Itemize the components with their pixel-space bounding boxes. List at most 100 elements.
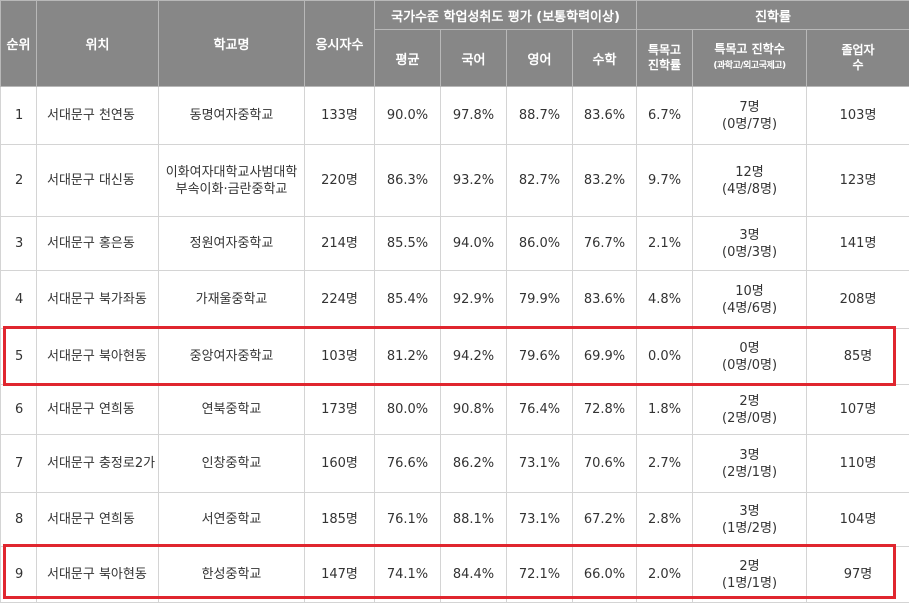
special-count-cell: 2명(2명/0명) [693,385,807,435]
rank-cell: 8 [1,493,37,547]
header-graduates-line1: 졸업자 [841,43,874,57]
special-count-breakdown: (1명/1명) [722,576,777,591]
special-count-cell: 2명(1명/1명) [693,547,807,603]
special-count-breakdown: (4명/6명) [722,301,777,316]
english-cell: 76.4% [507,385,573,435]
school-name-cell: 정원여자중학교 [159,217,305,271]
special-count-breakdown: (1명/2명) [722,521,777,536]
examinees-cell: 224명 [305,271,375,329]
special-rate-cell: 1.8% [637,385,693,435]
rank-cell: 6 [1,385,37,435]
header-special-rate-line1: 특목고 [648,43,681,57]
math-cell: 76.7% [573,217,637,271]
english-cell: 73.1% [507,493,573,547]
location-cell: 서대문구 연희동 [37,493,159,547]
examinees-cell: 147명 [305,547,375,603]
english-cell: 79.9% [507,271,573,329]
korean-cell: 97.8% [441,87,507,145]
special-count-cell: 3명(1명/2명) [693,493,807,547]
special-count-value: 3명 [739,448,759,463]
special-rate-cell: 2.8% [637,493,693,547]
rank-cell: 9 [1,547,37,603]
graduates-cell: 97명 [807,547,909,603]
average-cell: 76.1% [375,493,441,547]
math-cell: 83.6% [573,87,637,145]
average-cell: 80.0% [375,385,441,435]
school-name-cell: 연북중학교 [159,385,305,435]
average-cell: 81.2% [375,329,441,385]
graduates-cell: 103명 [807,87,909,145]
graduates-cell: 104명 [807,493,909,547]
special-rate-cell: 2.0% [637,547,693,603]
korean-cell: 86.2% [441,435,507,493]
special-count-breakdown: (0명/3명) [722,245,777,260]
school-name-cell: 가재울중학교 [159,271,305,329]
header-special-rate-line2: 진학률 [648,58,681,72]
special-count-value: 3명 [739,228,759,243]
special-count-cell: 12명(4명/8명) [693,145,807,217]
examinees-cell: 185명 [305,493,375,547]
graduates-cell: 141명 [807,217,909,271]
examinees-cell: 103명 [305,329,375,385]
table-header: 순위 위치 학교명 응시자수 국가수준 학업성취도 평가 (보통학력이상) 진학… [1,1,909,87]
special-count-cell: 3명 (0명/3명) [693,217,807,271]
examinees-cell: 214명 [305,217,375,271]
special-count-value: 0명 [739,341,759,356]
graduates-cell: 110명 [807,435,909,493]
english-cell: 73.1% [507,435,573,493]
average-cell: 74.1% [375,547,441,603]
examinees-cell: 133명 [305,87,375,145]
header-graduates-line2: 수 [853,58,864,72]
rank-cell: 2 [1,145,37,217]
average-cell: 86.3% [375,145,441,217]
math-cell: 83.6% [573,271,637,329]
special-count-breakdown: (2명/0명) [722,411,777,426]
examinees-cell: 160명 [305,435,375,493]
math-cell: 83.2% [573,145,637,217]
special-count-breakdown: (0명/7명) [722,117,777,132]
examinees-cell: 220명 [305,145,375,217]
header-assessment-group: 국가수준 학업성취도 평가 (보통학력이상) [375,1,637,30]
english-cell: 79.6% [507,329,573,385]
average-cell: 85.5% [375,217,441,271]
school-name-cell: 동명여자중학교 [159,87,305,145]
graduates-cell: 85명 [807,329,909,385]
korean-cell: 94.0% [441,217,507,271]
special-count-cell: 0명 (0명/0명) [693,329,807,385]
header-special-count-label: 특목고 진학수 [714,42,784,56]
korean-cell: 94.2% [441,329,507,385]
special-count-breakdown: (4명/8명) [722,182,777,197]
english-cell: 86.0% [507,217,573,271]
math-cell: 70.6% [573,435,637,493]
special-count-cell: 10명(4명/6명) [693,271,807,329]
average-cell: 76.6% [375,435,441,493]
header-average: 평균 [375,30,441,87]
location-cell: 서대문구 홍은동 [37,217,159,271]
special-count-cell: 7명 (0명/7명) [693,87,807,145]
location-cell: 서대문구 북아현동 [37,547,159,603]
location-cell: 서대문구 대신동 [37,145,159,217]
special-rate-cell: 0.0% [637,329,693,385]
math-cell: 67.2% [573,493,637,547]
special-rate-cell: 4.8% [637,271,693,329]
korean-cell: 93.2% [441,145,507,217]
location-cell: 서대문구 연희동 [37,385,159,435]
header-graduates: 졸업자 수 [807,30,909,87]
rank-cell: 1 [1,87,37,145]
average-cell: 85.4% [375,271,441,329]
special-count-breakdown: (0명/0명) [722,358,777,373]
rank-cell: 4 [1,271,37,329]
header-school: 학교명 [159,1,305,87]
special-count-cell: 3명(2명/1명) [693,435,807,493]
graduates-cell: 107명 [807,385,909,435]
special-count-value: 7명 [739,100,759,115]
korean-cell: 90.8% [441,385,507,435]
special-rate-cell: 9.7% [637,145,693,217]
